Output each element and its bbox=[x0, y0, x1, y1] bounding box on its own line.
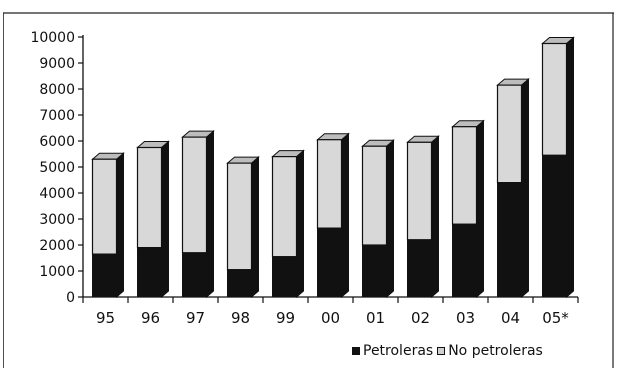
chart-labels: 0100020003000400050006000700080009000100… bbox=[30, 30, 569, 327]
bar-no-petroleras bbox=[226, 162, 253, 271]
bar-group-05* bbox=[541, 36, 575, 299]
x-tick-label: 04 bbox=[501, 309, 520, 327]
chart-legend: Petroleras No petroleras bbox=[352, 342, 547, 360]
bar-no-petroleras bbox=[316, 139, 343, 229]
bar-group-96 bbox=[136, 140, 170, 299]
x-tick-label: 95 bbox=[96, 309, 115, 327]
x-tick-label: 98 bbox=[231, 309, 250, 327]
bar-side-face bbox=[431, 135, 439, 299]
bar-petroleras bbox=[542, 154, 567, 298]
legend-swatch-petroleras bbox=[352, 347, 360, 355]
y-tick-label: 5000 bbox=[39, 160, 75, 176]
bar-side-face bbox=[566, 36, 574, 299]
bar-side-face bbox=[296, 149, 304, 299]
y-tick-label: 10000 bbox=[30, 30, 75, 46]
bar-petroleras bbox=[497, 182, 522, 298]
bar-petroleras bbox=[317, 227, 342, 298]
y-tick-label: 6000 bbox=[39, 134, 75, 150]
bar-group-95 bbox=[91, 152, 125, 299]
bar-no-petroleras bbox=[361, 145, 388, 246]
x-tick-label: 03 bbox=[456, 309, 475, 327]
bar-group-01 bbox=[361, 139, 395, 299]
x-tick-label: 96 bbox=[141, 309, 160, 327]
bar-petroleras bbox=[227, 269, 252, 298]
bar-petroleras bbox=[182, 252, 207, 298]
bar-group-03 bbox=[451, 119, 485, 299]
bar-no-petroleras bbox=[271, 156, 298, 258]
bar-no-petroleras bbox=[91, 158, 118, 255]
bar-side-face bbox=[251, 156, 259, 299]
x-tick-label: 97 bbox=[186, 309, 205, 327]
y-tick-label: 9000 bbox=[39, 56, 75, 72]
bar-no-petroleras bbox=[541, 42, 568, 156]
bar-petroleras bbox=[92, 253, 117, 298]
y-tick-label: 7000 bbox=[39, 108, 75, 124]
bar-side-face bbox=[521, 78, 529, 299]
bar-petroleras bbox=[452, 223, 477, 298]
x-tick-label: 01 bbox=[366, 309, 385, 327]
bar-no-petroleras bbox=[451, 126, 478, 225]
y-tick-label: 3000 bbox=[39, 212, 75, 228]
bar-side-face bbox=[341, 132, 349, 299]
bar-no-petroleras bbox=[181, 136, 208, 254]
bar-petroleras bbox=[407, 239, 432, 298]
y-tick-label: 1000 bbox=[39, 264, 75, 280]
y-tick-label: 0 bbox=[66, 290, 75, 306]
chart-bars bbox=[91, 36, 575, 299]
y-tick-label: 2000 bbox=[39, 238, 75, 254]
x-tick-label: 02 bbox=[411, 309, 430, 327]
x-tick-label: 99 bbox=[276, 309, 295, 327]
bar-group-02 bbox=[406, 135, 440, 299]
y-tick-label: 8000 bbox=[39, 82, 75, 98]
bar-no-petroleras bbox=[496, 84, 523, 184]
bar-petroleras bbox=[137, 247, 162, 298]
bar-side-face bbox=[161, 140, 169, 299]
bar-petroleras bbox=[362, 244, 387, 298]
bar-group-97 bbox=[181, 130, 215, 299]
x-tick-label: 00 bbox=[321, 309, 340, 327]
legend-label-no-petroleras: No petroleras bbox=[448, 343, 543, 359]
legend-swatch-no-petroleras bbox=[437, 347, 446, 355]
legend-label-petroleras: Petroleras bbox=[363, 343, 434, 359]
bar-group-99 bbox=[271, 149, 305, 299]
bar-petroleras bbox=[272, 256, 297, 298]
bar-group-00 bbox=[316, 132, 350, 299]
bar-group-98 bbox=[226, 156, 260, 299]
x-tick-label: 05* bbox=[542, 309, 569, 327]
bar-side-face bbox=[386, 139, 394, 299]
bar-no-petroleras bbox=[406, 141, 433, 241]
y-tick-label: 4000 bbox=[39, 186, 75, 202]
bar-no-petroleras bbox=[136, 146, 163, 249]
bar-side-face bbox=[206, 130, 214, 299]
bar-side-face bbox=[476, 119, 484, 299]
bar-side-face bbox=[116, 152, 124, 299]
bar-group-04 bbox=[496, 78, 530, 299]
